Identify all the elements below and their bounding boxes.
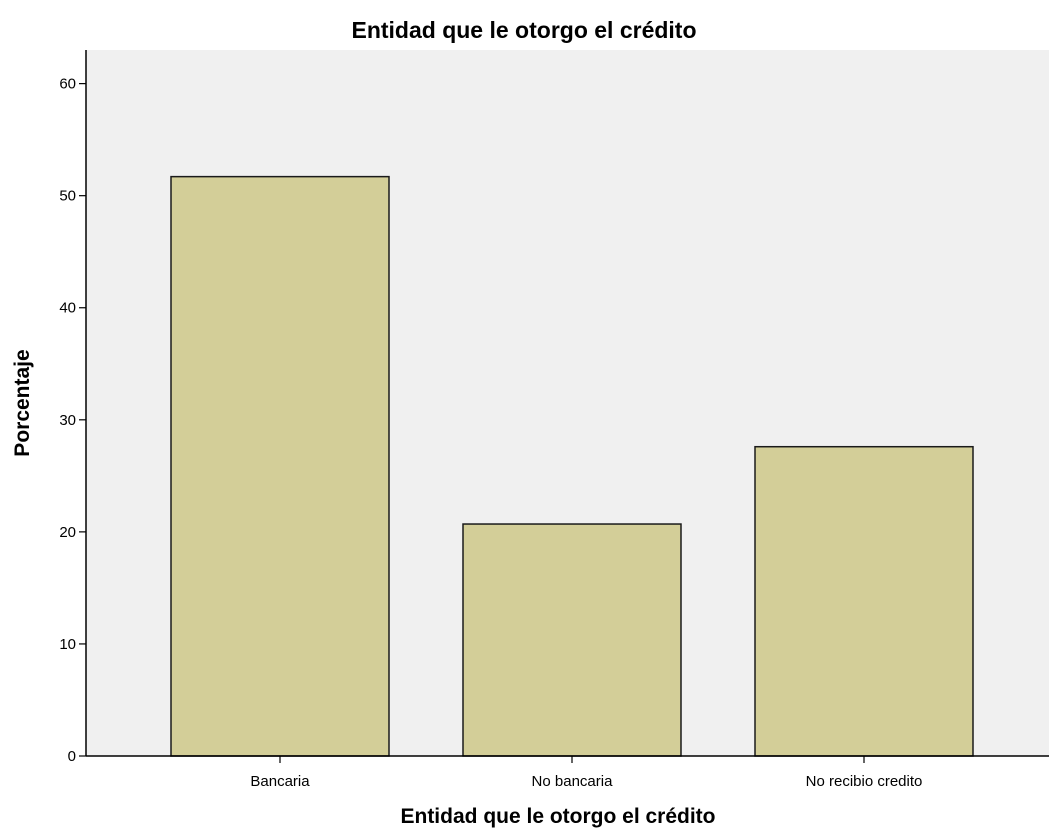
y-tick-label-20: 20 [59,524,76,541]
bar-2 [462,523,682,757]
bar-1 [170,175,390,757]
y-tick-label-10: 10 [59,636,76,653]
x-axis-title: Entidad que le otorgo el crédito [400,805,715,828]
x-tick-label-1: Bancaria [250,773,310,790]
y-axis: 0 10 20 30 40 50 60 [59,50,87,765]
bar-3 [754,445,974,757]
y-tick-label-0: 0 [68,748,76,765]
y-tick-label-30: 30 [59,412,76,429]
y-axis-title: Porcentaje [11,349,34,456]
chart-title: Entidad que le otorgo el crédito [351,17,696,43]
x-tick-label-3: No recibio credito [806,773,923,790]
x-tick-label-2: No bancaria [532,773,614,790]
bars-layer [170,175,974,757]
y-tick-label-40: 40 [59,300,76,317]
x-axis: Bancaria No bancaria No recibio credito [86,755,1049,790]
y-tick-label-60: 60 [59,76,76,93]
y-tick-label-50: 50 [59,188,76,205]
